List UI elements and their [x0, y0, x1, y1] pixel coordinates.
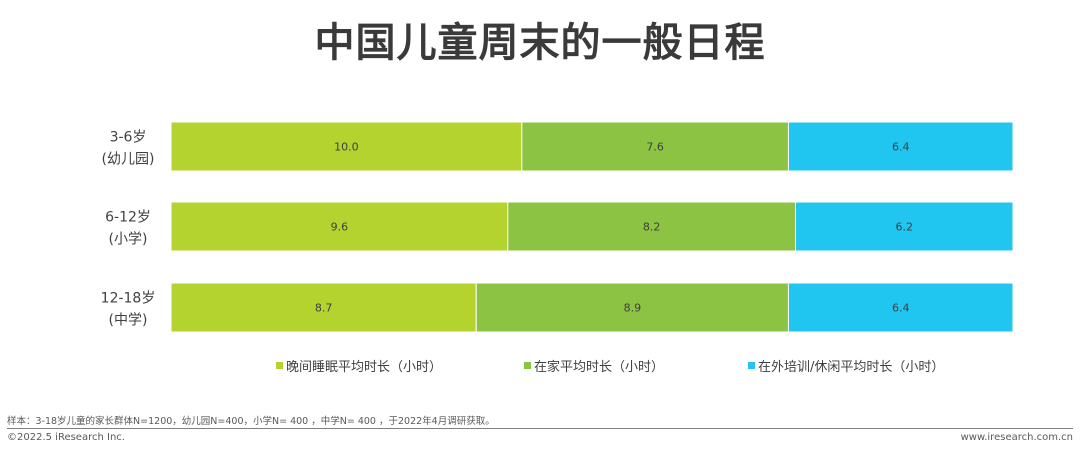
data-label-sleep-2: 8.7 [315, 302, 333, 315]
legend-swatch-outside [748, 362, 755, 369]
copyright-text: ©2022.5 iResearch Inc. [7, 432, 125, 443]
category-label-1: 6-12岁(小学) [105, 210, 151, 248]
legend-item-outside: 在外培训/休闲平均时长（小时） [748, 356, 944, 375]
bar-outside-0 [787, 121, 1014, 172]
legend-label-home: 在家平均时长（小时） [534, 360, 665, 375]
footer-divider [7, 428, 1073, 429]
bar-sleep-1 [170, 201, 509, 252]
data-label-home-1: 8.2 [643, 221, 661, 234]
bar-outside-2 [787, 282, 1014, 333]
bar-home-0 [521, 121, 789, 172]
legend-swatch-home [524, 362, 531, 369]
data-label-home-2: 8.9 [624, 302, 642, 315]
category-label-0: 3-6岁(幼儿园) [102, 130, 155, 168]
data-label-sleep-0: 10.0 [334, 141, 359, 154]
legend-swatch-sleep [276, 362, 283, 369]
data-label-sleep-1: 9.6 [331, 221, 349, 234]
legend-label-outside: 在外培训/休闲平均时长（小时） [758, 360, 945, 375]
data-label-outside-1: 6.2 [895, 221, 913, 234]
website-url: www.iresearch.com.cn [960, 432, 1073, 443]
category-label-2: 12-18岁(中学) [101, 291, 156, 329]
bar-home-2 [475, 282, 789, 333]
legend-item-sleep: 晚间睡眠平均时长（小时） [276, 356, 442, 375]
bar-sleep-0 [170, 121, 523, 172]
sample-note: 样本：3-18岁儿童的家长群体N=1200，幼儿园N=400，小学N= 400 … [7, 416, 495, 427]
chart-legend: 晚间睡眠平均时长（小时） 在家平均时长（小时） 在外培训/休闲平均时长（小时） [0, 356, 1080, 376]
bar-outside-1 [794, 201, 1014, 252]
data-label-outside-0: 6.4 [892, 141, 910, 154]
bar-home-1 [507, 201, 796, 252]
bar-sleep-2 [170, 282, 477, 333]
data-label-home-0: 7.6 [646, 141, 664, 154]
legend-item-home: 在家平均时长（小时） [524, 356, 664, 375]
chart-title: 中国儿童周末的一般日程 [314, 20, 766, 66]
data-label-outside-2: 6.4 [892, 302, 910, 315]
legend-label-sleep: 晚间睡眠平均时长（小时） [286, 360, 443, 375]
